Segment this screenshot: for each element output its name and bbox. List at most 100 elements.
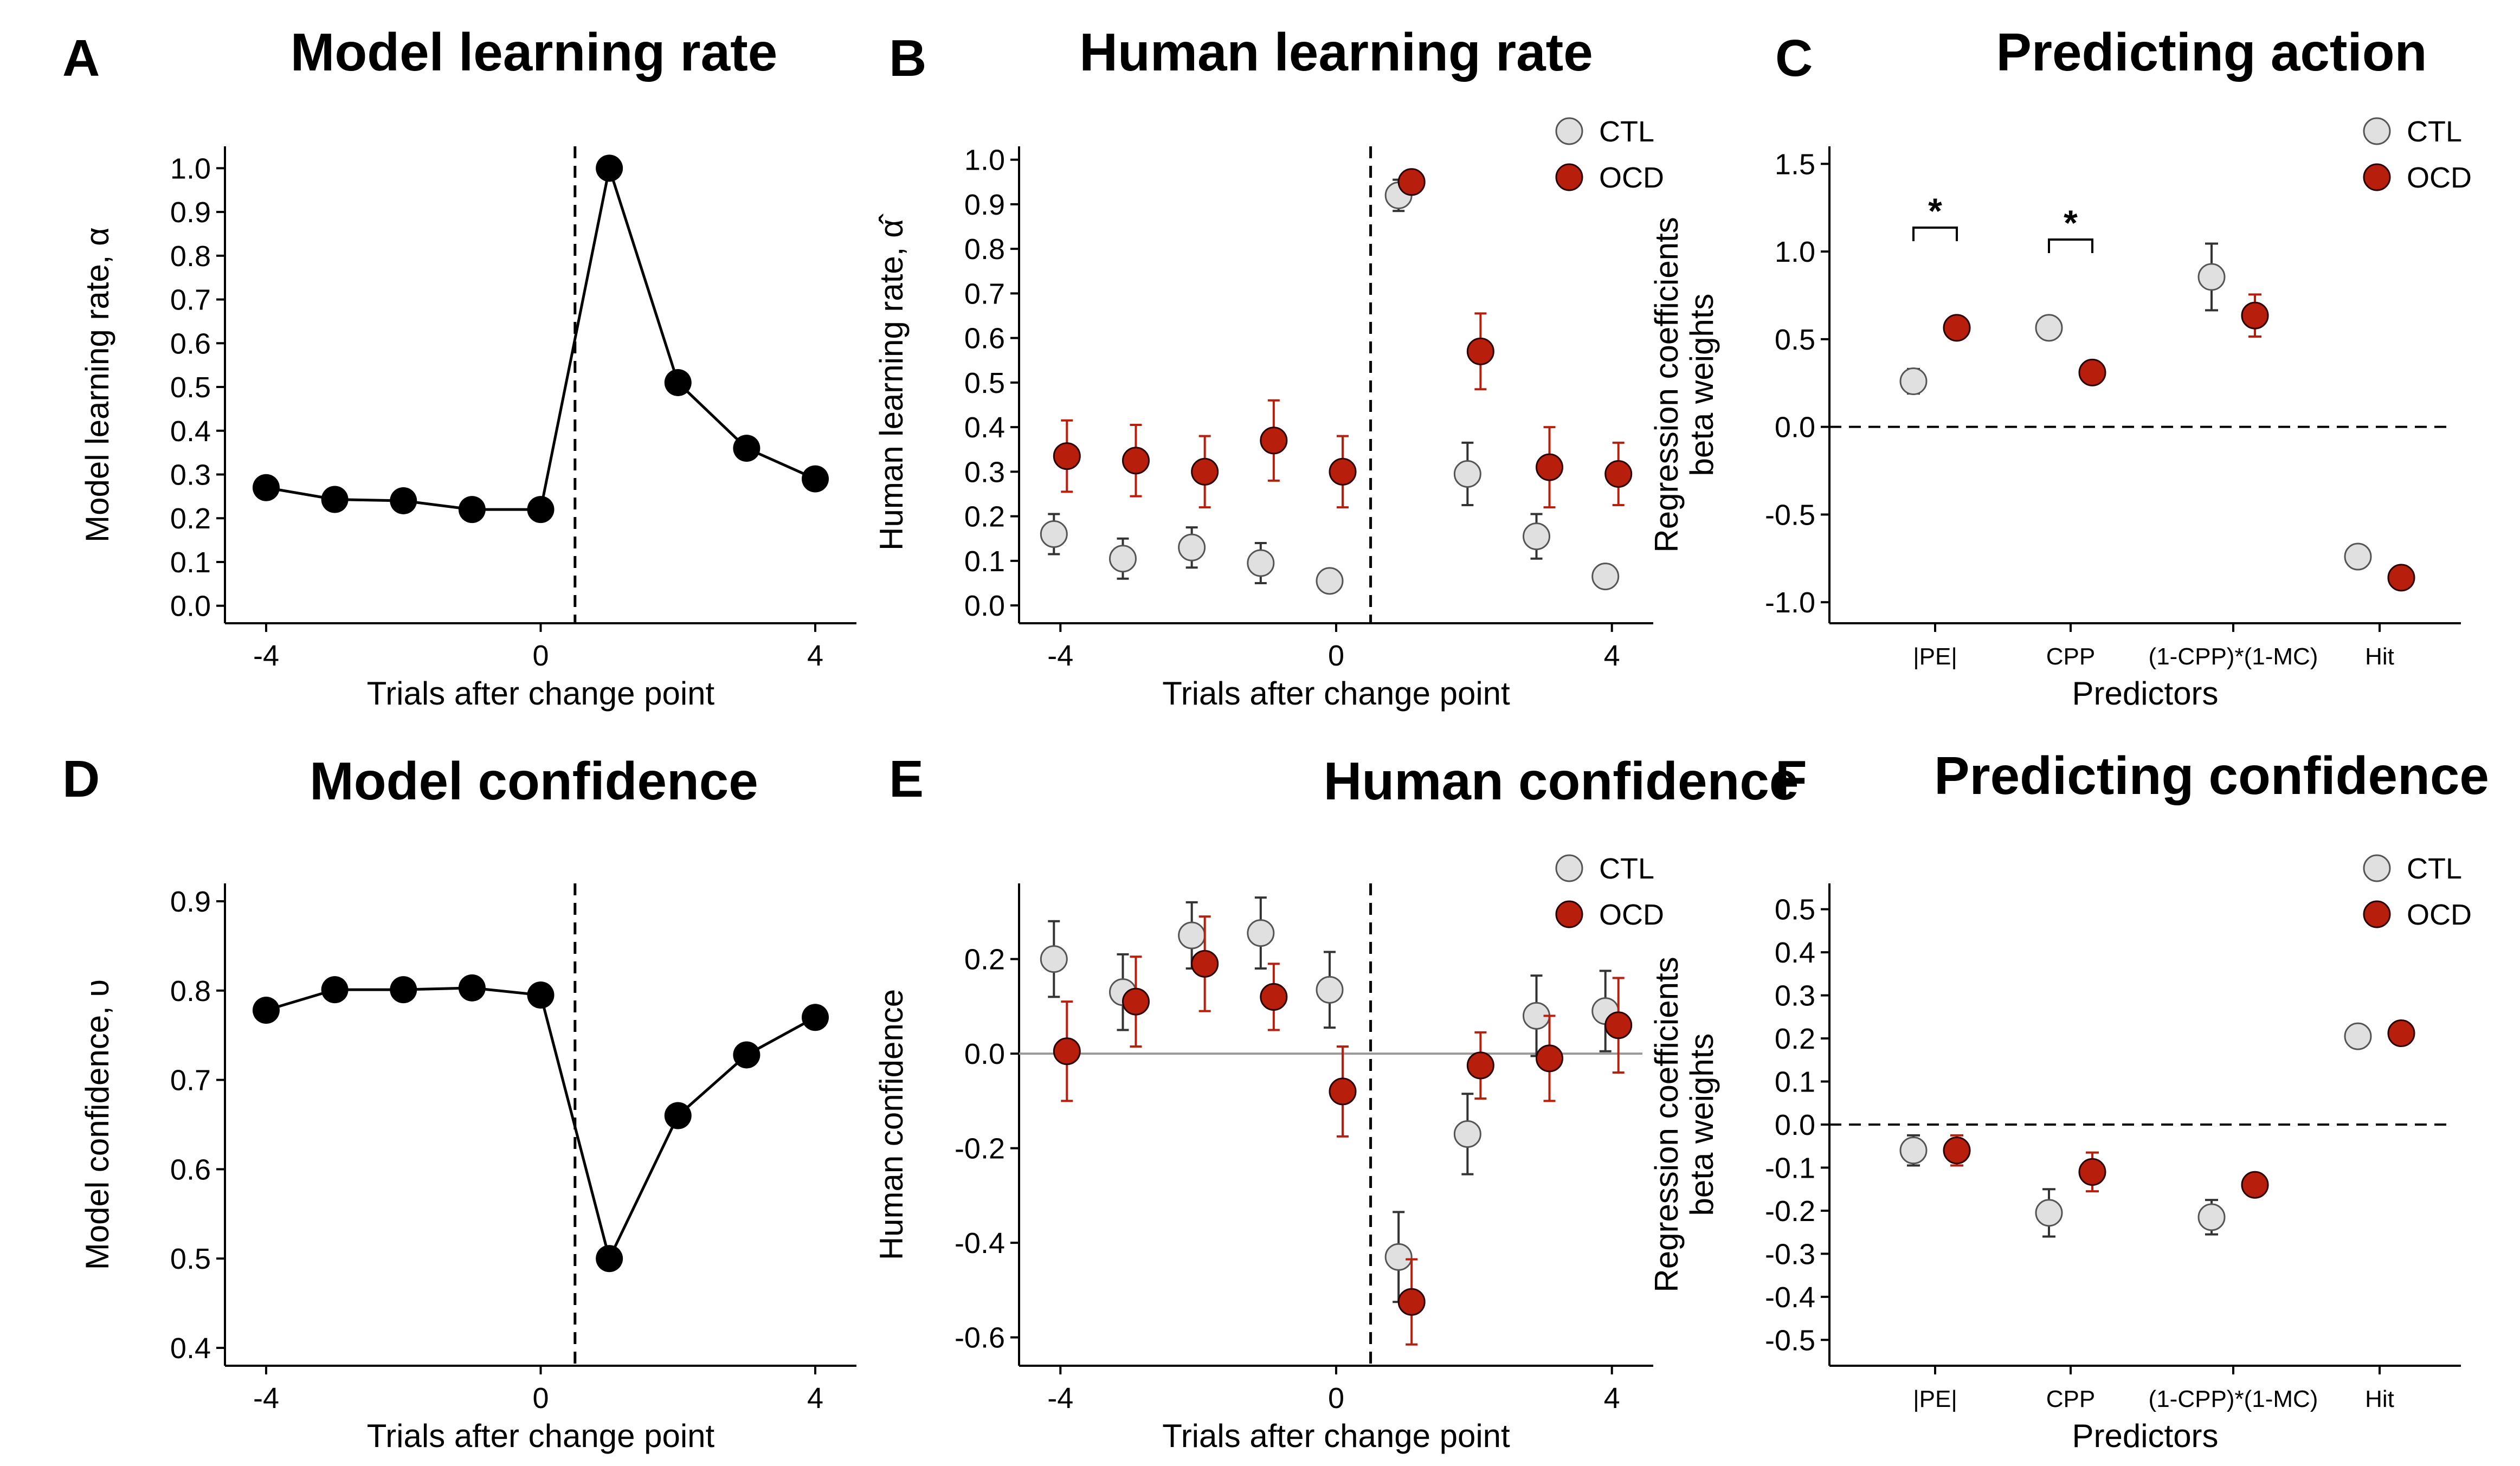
- data-point-ctl: [1316, 976, 1344, 1004]
- x-tick-label: 4: [807, 640, 823, 672]
- x-tick-label: -4: [1047, 640, 1073, 672]
- data-point-ocd: [1260, 983, 1288, 1011]
- data-point-ctl: [1453, 460, 1481, 488]
- y-axis-label: Human learning rate, α̂: [873, 214, 910, 551]
- legend-label: OCD: [2407, 899, 2472, 931]
- data-point: [458, 974, 486, 1002]
- legend-marker-ocd: [2363, 900, 2391, 928]
- panel-label: C: [1775, 29, 1813, 87]
- data-point-ocd: [1943, 1136, 1971, 1165]
- legend-label: OCD: [1599, 162, 1664, 194]
- data-point-ctl: [1591, 563, 1620, 591]
- data-point-ctl: [1899, 1136, 1928, 1165]
- x-tick-label: |PE|: [1913, 643, 1957, 670]
- y-tick-label: 0.0: [964, 1038, 1005, 1070]
- y-tick-label: 0.1: [170, 546, 211, 579]
- legend-marker-ocd: [2363, 163, 2391, 191]
- y-tick-label: 1.0: [1775, 236, 1815, 268]
- data-point-ctl: [2344, 543, 2372, 571]
- y-tick-label: 0.3: [964, 456, 1005, 488]
- y-tick-label: 0.1: [964, 545, 1005, 578]
- data-point: [596, 1245, 623, 1273]
- panel-label: A: [62, 29, 100, 87]
- y-tick-label: 1.5: [1775, 148, 1815, 180]
- y-tick-label: 0.9: [964, 189, 1005, 221]
- y-tick-label: -0.3: [1765, 1238, 1815, 1270]
- y-tick-label: 0.7: [170, 1064, 211, 1097]
- y-tick-label: 0.5: [1775, 894, 1815, 926]
- legend-label: OCD: [1599, 899, 1664, 931]
- legend-label: OCD: [2407, 162, 2472, 194]
- data-point-ocd: [1397, 168, 1426, 196]
- legend-marker-ctl: [2363, 117, 2391, 145]
- y-axis-label-line1: Regression coefficients: [1648, 217, 1685, 552]
- data-point-ctl: [1178, 921, 1206, 950]
- y-tick-label: 0.5: [1775, 324, 1815, 356]
- data-point-ctl: [2197, 263, 2226, 291]
- data-point-ctl: [1040, 520, 1068, 548]
- y-tick-label: 0.2: [1775, 1023, 1815, 1055]
- y-tick-label: -0.4: [1765, 1281, 1815, 1314]
- legend-label: CTL: [2407, 853, 2462, 885]
- y-tick-label: 0.4: [170, 415, 211, 448]
- y-axis-label-line1: Regression coefficients: [1648, 957, 1685, 1292]
- data-point-ctl: [1178, 533, 1206, 561]
- y-tick-label: 0.2: [964, 944, 1005, 976]
- data-point-ocd: [2078, 1158, 2106, 1186]
- x-axis-label: Predictors: [2072, 675, 2218, 712]
- data-point: [733, 1041, 760, 1069]
- model-line: [266, 163, 816, 511]
- x-tick-label: -4: [253, 640, 279, 672]
- data-point: [252, 997, 280, 1024]
- chart-title: Predicting action: [1996, 22, 2427, 82]
- data-point-ocd: [1260, 427, 1288, 455]
- data-point-ocd: [2387, 564, 2415, 592]
- panel-label: E: [889, 750, 924, 808]
- data-point-ctl: [1316, 567, 1344, 595]
- legend-marker-ocd: [1555, 163, 1583, 191]
- data-point: [321, 486, 349, 513]
- significance-bracket: [2048, 238, 2093, 253]
- data-point: [527, 496, 555, 524]
- y-tick-label: 0.0: [1775, 1109, 1815, 1141]
- data-point-ctl: [2035, 1199, 2063, 1227]
- data-point-ocd: [1191, 950, 1219, 978]
- legend-marker-ctl: [1555, 117, 1583, 145]
- x-axis-label: Trials after change point: [367, 675, 715, 712]
- data-point: [458, 496, 486, 524]
- data-point-ctl: [2344, 1022, 2372, 1050]
- panel-e: E Human confidence -0.6 -0.4 -0.2 0.0 0.2 -4 0 4 T…: [873, 750, 1799, 1454]
- y-tick-label: 1.0: [170, 152, 211, 185]
- x-tick-label: Hit: [2365, 1386, 2394, 1412]
- data-point: [733, 435, 760, 462]
- data-point-ocd: [2078, 358, 2106, 386]
- x-tick-label: 0: [1328, 1382, 1344, 1415]
- model-line: [266, 986, 816, 1263]
- x-tick-label: 0: [532, 1382, 549, 1415]
- y-tick-label: 0.7: [170, 284, 211, 317]
- legend-marker-ctl: [2363, 854, 2391, 882]
- x-axis-label: Trials after change point: [1162, 675, 1510, 712]
- x-tick-label: (1-CPP)*(1-MC): [2149, 643, 2318, 670]
- x-tick-label: -4: [253, 1382, 279, 1415]
- legend-marker-ocd: [1555, 900, 1583, 928]
- data-point-ocd: [1053, 442, 1081, 470]
- y-tick-label: 0.7: [964, 277, 1005, 310]
- significance-star: *: [2064, 203, 2078, 243]
- data-point-ocd: [1122, 447, 1150, 475]
- y-axis-label: Model learning rate, α: [79, 227, 115, 543]
- panel-label: F: [1775, 750, 1807, 808]
- y-tick-label: 0.4: [964, 411, 1005, 444]
- y-tick-label: 0.4: [1775, 937, 1815, 969]
- chart-title: Model confidence: [310, 751, 758, 811]
- y-tick-label: 0.2: [170, 502, 211, 535]
- y-tick-label: 0.8: [170, 240, 211, 273]
- y-axis-label-line2: beta weights: [1684, 1034, 1720, 1216]
- data-point-ctl: [1453, 1120, 1481, 1148]
- data-point: [802, 1004, 829, 1031]
- panel-label: B: [889, 29, 926, 87]
- data-point-ocd: [1329, 1077, 1357, 1106]
- y-tick-label: 0.8: [964, 233, 1005, 266]
- y-tick-label: -0.5: [1765, 1324, 1815, 1357]
